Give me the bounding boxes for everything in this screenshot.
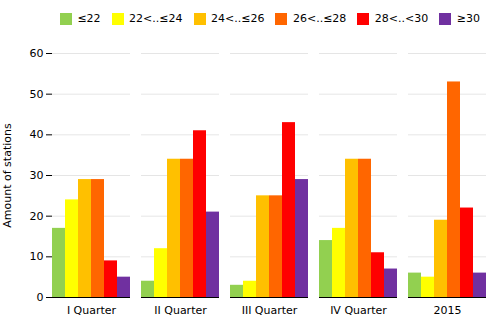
svg-text:10: 10 [30,250,44,263]
svg-text:30: 30 [30,169,44,182]
html-text:22<..≤24: 22<..≤24 [129,12,183,25]
html-text:≥30: ≥30 [456,12,480,25]
svg-text:20: 20 [30,209,44,222]
svg-text:IV Quarter: IV Quarter [330,304,387,317]
html-text:≤22: ≤22 [77,12,101,25]
svg-text:0: 0 [37,291,44,304]
svg-text:50: 50 [30,87,44,100]
svg-text:Amount of stations: Amount of stations [1,123,14,228]
svg-text:60: 60 [30,47,44,60]
html-text:28<..<30: 28<..<30 [374,12,429,25]
html-text:26<..≤28: 26<..≤28 [292,12,347,25]
svg-text:2015: 2015 [434,304,462,317]
html-text:24<..≤26: 24<..≤26 [211,12,265,25]
svg-text:40: 40 [30,128,44,141]
svg-text:II Quarter: II Quarter [154,304,207,317]
svg-text:III Quarter: III Quarter [242,304,298,317]
svg-text:I Quarter: I Quarter [67,304,117,317]
